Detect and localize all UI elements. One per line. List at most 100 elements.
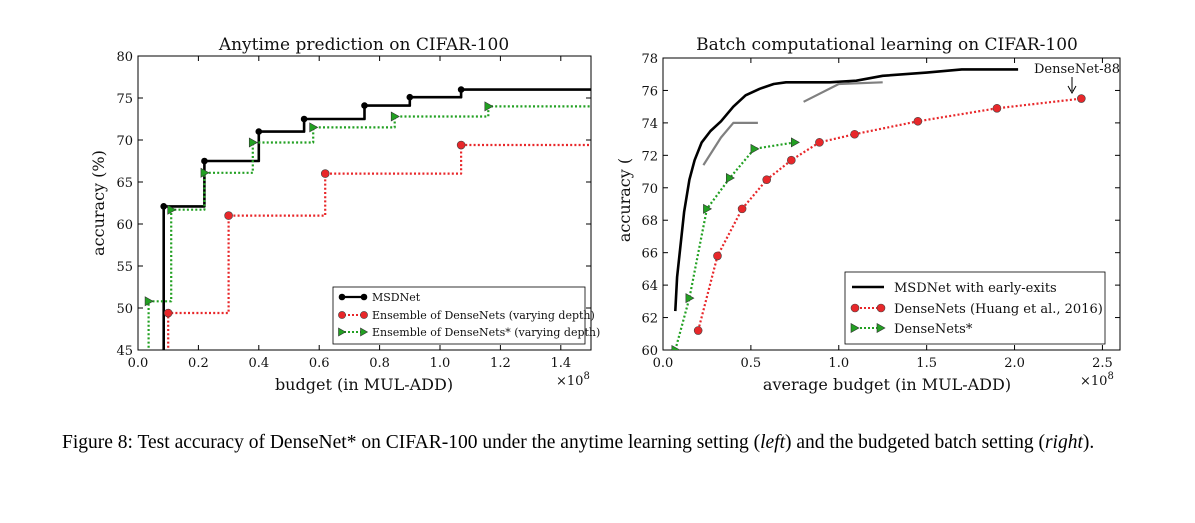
data-point bbox=[457, 86, 465, 93]
legend: MSDNet Ensemble of DenseNets (varying de… bbox=[332, 286, 600, 345]
y-tick-label: 75 bbox=[116, 92, 133, 107]
plot-area bbox=[144, 86, 591, 350]
x-tick-label: 0.8 bbox=[369, 356, 390, 371]
y-tick-label: 78 bbox=[641, 52, 658, 67]
chart-title: Batch computational learning on CIFAR-10… bbox=[696, 35, 1078, 55]
series-2 bbox=[803, 81, 883, 103]
data-point bbox=[750, 143, 760, 154]
data-point bbox=[791, 137, 800, 148]
data-point bbox=[685, 293, 695, 304]
y-axis-label: accuracy ( bbox=[615, 158, 634, 242]
chart-batch: Batch computational learning on CIFAR-10… bbox=[615, 35, 1121, 394]
data-point bbox=[762, 175, 772, 184]
x-tick-label: 1.5 bbox=[916, 356, 937, 371]
chart-anytime: Anytime prediction on CIFAR-100 0.0 0.2 0.… bbox=[89, 35, 600, 394]
series-0 bbox=[160, 86, 591, 350]
data-point bbox=[309, 122, 319, 133]
annotation-densenet-88: DenseNet-88 bbox=[1034, 62, 1120, 95]
caption-text: Figure 8: Test accuracy of DenseNet* on … bbox=[62, 432, 761, 453]
data-point bbox=[167, 204, 177, 215]
legend-label: Ensemble of DenseNets (varying depth) bbox=[372, 309, 595, 322]
chart-title: Anytime prediction on CIFAR-100 bbox=[218, 35, 509, 55]
data-point bbox=[456, 140, 466, 150]
x-tick-label: 0.5 bbox=[741, 356, 762, 371]
legend-label: MSDNet with early-exits bbox=[894, 281, 1057, 296]
legend: MSDNet with early-exits DenseNets (Huang… bbox=[844, 271, 1106, 345]
legend-item-ensemble-densenets-star: Ensemble of DenseNets* (varying depth) bbox=[338, 326, 600, 339]
x-tick-label: 0.0 bbox=[128, 356, 149, 371]
legend-item-msdnet-early-exits: MSDNet with early-exits bbox=[852, 281, 1057, 296]
y-tick-label: 76 bbox=[641, 84, 658, 99]
plot-frame bbox=[137, 55, 592, 351]
data-point bbox=[693, 326, 703, 335]
x-axis-label: budget (in MUL-ADD) bbox=[275, 375, 453, 394]
annotation-label: DenseNet-88 bbox=[1034, 62, 1120, 77]
x-tick-label: 0.6 bbox=[309, 356, 330, 371]
series-1 bbox=[163, 140, 591, 350]
x-tick-label: 1.0 bbox=[828, 356, 849, 371]
x-multiplier: ×108 bbox=[556, 371, 590, 389]
plot-area bbox=[671, 68, 1086, 350]
data-point bbox=[224, 211, 233, 220]
series-line bbox=[674, 68, 1019, 312]
data-point bbox=[320, 169, 330, 178]
y-tick-label: 45 bbox=[116, 344, 133, 359]
figure-caption: Figure 8: Test accuracy of DenseNet* on … bbox=[62, 430, 1162, 455]
x-tick-label: 1.2 bbox=[490, 356, 511, 371]
series-line bbox=[674, 141, 795, 350]
y-tick-label: 60 bbox=[641, 344, 658, 359]
annotation-arrowhead bbox=[1067, 85, 1077, 95]
data-point bbox=[300, 115, 308, 123]
series-line bbox=[167, 143, 591, 350]
y-tick-label: 80 bbox=[116, 50, 133, 65]
x-tick-label: 2.5 bbox=[1092, 356, 1113, 371]
axis-ticks: 0.0 0.5 1.0 1.5 2.0 2.5 60 62 64 66 68 70 72 74 76 78 bbox=[641, 52, 1120, 371]
y-tick-label: 60 bbox=[116, 218, 133, 233]
caption-left: left bbox=[760, 432, 786, 453]
caption-text-mid: ) and the budgeted batch setting ( bbox=[785, 432, 1045, 453]
caption-right: right bbox=[1044, 432, 1083, 453]
plot-frame bbox=[662, 57, 1121, 351]
legend-item-msdnet: MSDNet bbox=[338, 291, 421, 304]
y-tick-label: 66 bbox=[641, 247, 658, 262]
legend-item-densenets-star: DenseNets* bbox=[850, 322, 973, 337]
x-tick-label: 0.2 bbox=[188, 356, 209, 371]
data-point bbox=[815, 138, 824, 147]
data-point bbox=[160, 203, 167, 210]
data-point bbox=[713, 251, 722, 261]
data-point bbox=[850, 129, 859, 139]
y-tick-label: 68 bbox=[641, 214, 658, 229]
data-point bbox=[725, 173, 735, 184]
series-4 bbox=[671, 137, 800, 350]
data-point bbox=[163, 308, 173, 318]
x-tick-label: 0.4 bbox=[248, 356, 269, 371]
y-tick-label: 72 bbox=[641, 149, 658, 164]
x-axis-label: average budget (in MUL-ADD) bbox=[763, 375, 1011, 394]
legend-box bbox=[332, 286, 586, 345]
series-3 bbox=[693, 94, 1086, 335]
data-point bbox=[255, 128, 263, 135]
data-point bbox=[201, 157, 208, 165]
data-point bbox=[913, 116, 923, 126]
data-point bbox=[248, 137, 258, 148]
axis-ticks: 0.0 0.2 0.4 0.6 0.8 1.0 1.2 1.4 45 50 55 60 65 70 75 80 bbox=[116, 50, 591, 371]
y-tick-label: 64 bbox=[641, 279, 658, 294]
series-2 bbox=[144, 101, 591, 350]
x-tick-label: 0.0 bbox=[653, 356, 674, 371]
series-0 bbox=[674, 68, 1019, 312]
y-tick-label: 65 bbox=[116, 176, 133, 191]
data-point bbox=[787, 155, 796, 165]
legend-label: DenseNets (Huang et al., 2016) bbox=[894, 302, 1103, 317]
data-point bbox=[671, 344, 681, 350]
data-point bbox=[200, 167, 210, 178]
legend-label: MSDNet bbox=[372, 291, 421, 304]
legend-label: Ensemble of DenseNets* (varying depth) bbox=[372, 326, 600, 339]
data-point bbox=[144, 296, 154, 307]
series-line bbox=[702, 121, 758, 166]
y-tick-label: 70 bbox=[641, 182, 658, 197]
caption-text-end: ). bbox=[1082, 432, 1095, 453]
legend-label: DenseNets* bbox=[894, 322, 973, 337]
x-tick-label: 1.0 bbox=[430, 356, 451, 371]
y-axis-label: accuracy (%) bbox=[89, 150, 108, 256]
